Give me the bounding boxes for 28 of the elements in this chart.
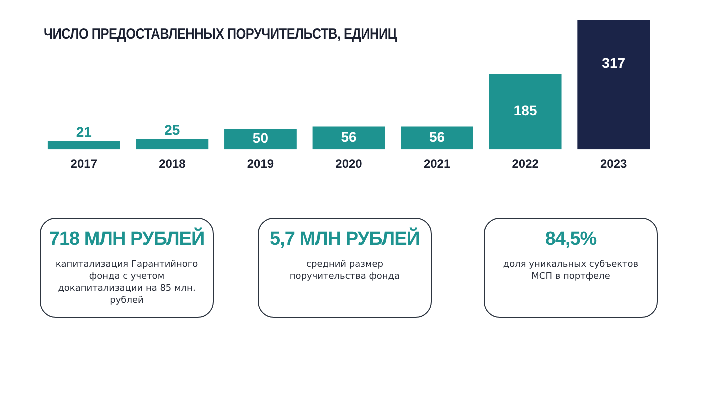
data-label: 21: [76, 124, 92, 140]
text: 718 МЛН РУБЛЕЙ: [48, 229, 206, 251]
bar: [224, 129, 297, 150]
x-tick-label: 2022: [512, 157, 540, 172]
bar: [48, 141, 120, 150]
data-label: 50: [252, 130, 269, 146]
x-tick-label: 2021: [424, 157, 451, 172]
text: доля уникальных субъектов МСП в портфеле: [502, 259, 640, 283]
text: средний размер поручительства фонда: [288, 259, 402, 283]
bar: [401, 126, 474, 150]
x-tick-label: 2020: [336, 157, 363, 172]
data-label: 185: [514, 102, 538, 119]
text: капитализация Гарантийного фонда с учетом докапитализации на 85 млн. рублей: [54, 259, 200, 307]
data-label: 56: [341, 129, 357, 146]
x-tick-label: 2019: [247, 157, 274, 172]
bar: [136, 139, 209, 150]
bar: [489, 74, 562, 150]
x-tick-label: 2018: [159, 157, 186, 172]
text: 5,7 МЛН РУБЛЕЙ: [269, 229, 421, 251]
x-tick-label: 2017: [70, 157, 98, 172]
data-label: 25: [164, 122, 180, 138]
data-label: 317: [602, 54, 626, 71]
chart-title: ЧИСЛО ПРЕДОСТАВЛЕННЫХ ПОРУЧИТЕЛЬСТВ, ЕДИНИЦ: [44, 26, 397, 43]
bar: [578, 20, 650, 150]
bar: [312, 126, 386, 150]
data-label: 56: [429, 129, 446, 146]
x-tick-label: 2023: [600, 157, 628, 172]
text: 84,5%: [544, 229, 598, 251]
